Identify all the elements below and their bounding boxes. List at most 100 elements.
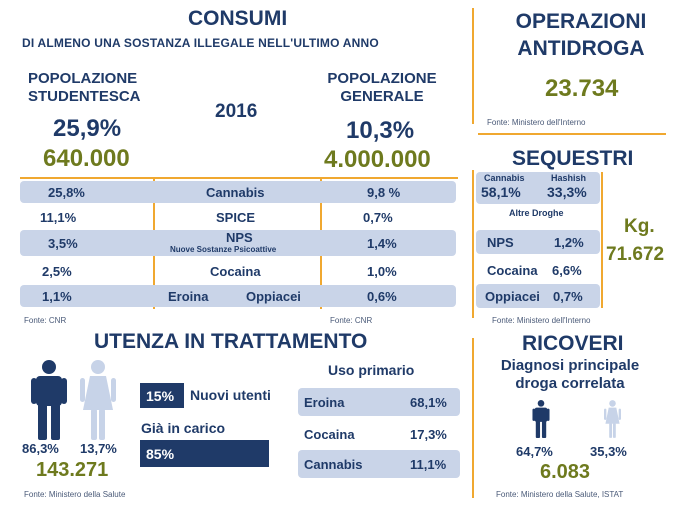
row-substance: NPS [226,230,253,245]
generale-label: POPOLAZIONE GENERALE [320,70,444,106]
column-divider-top [472,8,474,124]
operazioni-source: Fonte: Ministero dell'Interno [487,118,586,127]
sequestri-divider [601,172,603,308]
year-label: 2016 [215,101,258,122]
gia-in-carico-label: Già in carico [141,420,226,436]
table-row: 11,1% SPICE 0,7% [20,206,456,228]
studenti-pct: 25,9% [53,115,122,142]
sequestri-cannabis-box [476,172,600,204]
operazioni-title: OPERAZIONI ANTIDROGA [508,8,654,62]
row-general-pct: 9,8 % [367,185,401,200]
utenza-female-pct: 13,7% [80,441,117,456]
consumi-source-left: Fonte: CNR [24,316,67,325]
sequestri-row: Oppiacei 0,7% [476,284,600,308]
nuovi-utenti-pct: 15% [146,388,175,404]
row-general-pct: 1,0% [367,264,397,279]
table-row: 2,5% Cocaina 1,0% [20,260,456,282]
row-substance-sub: Nuove Sostanze Psicoattive [170,245,277,254]
nuovi-utenti-bar [140,383,184,408]
uso-row: Cannabis 11,1% [298,450,460,478]
generale-count: 4.000.000 [324,146,431,173]
uso-row-name: Cannabis [304,457,363,472]
operazioni-divider [478,133,666,135]
consumi-subtitle: DI ALMENO UNA SOSTANZA ILLEGALE NELL'ULT… [22,36,379,50]
sequestri-cannabis-pct: 58,1% [481,184,521,200]
uso-row-pct: 11,1% [410,457,447,472]
row-substance: Cocaina [210,264,261,279]
uso-row-name: Cocaina [304,427,355,442]
uso-row-pct: 68,1% [410,395,447,410]
table-row: 1,1% Eroina Oppiacei 0,6% [20,285,456,307]
utenza-male-pct: 86,3% [22,441,59,456]
ricoveri-title: RICOVERI [522,332,624,355]
utenza-source: Fonte: Ministero della Salute [24,490,126,499]
male-figure-icon [532,400,550,438]
sequestri-altre-label: Altre Droghe [509,208,564,218]
female-figure-icon [604,400,621,438]
studenti-label-line2: STUDENTESCA [28,88,141,105]
sequestri-kg-value: 71.672 [606,244,665,265]
ricoveri-subtitle: Diagnosi principale droga correlata [478,357,662,393]
sequestri-row-pct: 1,2% [554,235,584,250]
row-student-pct: 2,5% [42,264,72,279]
ricoveri-total: 6.083 [540,461,591,483]
table-row: 3,5% NPS Nuove Sostanze Psicoattive 1,4% [20,230,456,256]
row-student-pct: 3,5% [48,236,78,251]
table-top-divider [20,177,458,179]
studenti-count: 640.000 [43,145,130,172]
sequestri-row: Cocaina 6,6% [476,258,600,282]
sequestri-hashish-pct: 33,3% [547,184,587,200]
ricoveri-subtitle-line2: droga correlata [515,375,625,392]
consumi-title: CONSUMI [188,7,288,30]
sequestri-row-pct: 0,7% [553,289,583,304]
operazioni-value: 23.734 [545,75,619,102]
nuovi-utenti-label: Nuovi utenti [190,387,271,403]
gia-in-carico-bar [140,440,269,467]
sequestri-cannabis-label: Cannabis [484,173,525,183]
row-student-pct: 11,1% [40,210,77,225]
row-substance: Eroina [168,289,209,304]
row-general-pct: 0,7% [363,210,393,225]
sequestri-row-name: Oppiacei [485,289,540,304]
uso-row: Eroina 68,1% [298,388,460,416]
sequestri-kg-label: Kg. [624,216,655,237]
sequestri-title: SEQUESTRI [512,147,634,170]
utenza-total: 143.271 [36,459,109,481]
uso-primario-title: Uso primario [328,362,415,378]
table-row: 25,8% Cannabis 9,8 % [20,181,456,203]
uso-row-name: Eroina [304,395,345,410]
row-general-pct: 1,4% [367,236,397,251]
ricoveri-female-pct: 35,3% [590,444,627,459]
generale-label-line1: POPOLAZIONE [327,70,437,87]
generale-label-line2: GENERALE [340,88,424,105]
column-divider-middle [472,170,474,318]
sequestri-row-name: NPS [487,235,514,250]
consumi-source-right: Fonte: CNR [330,316,373,325]
operazioni-title-line2: ANTIDROGA [517,37,645,60]
ricoveri-source: Fonte: Ministero della Salute, ISTAT [496,490,624,499]
operazioni-title-line1: OPERAZIONI [515,10,647,33]
female-figure-icon [80,360,116,440]
row-student-pct: 25,8% [48,185,85,200]
sequestri-row-pct: 6,6% [552,263,582,278]
sequestri-row: NPS 1,2% [476,230,600,254]
gia-in-carico-pct: 85% [146,446,175,462]
sequestri-hashish-label: Hashish [551,173,587,183]
ricoveri-subtitle-line1: Diagnosi principale [500,357,640,374]
row-substance-2: Oppiacei [246,289,301,304]
sequestri-source: Fonte: Ministero dell'Interno [492,316,591,325]
utenza-title: UTENZA IN TRATTAMENTO [94,330,368,353]
studenti-label: POPOLAZIONE STUDENTESCA [28,70,141,106]
row-substance: Cannabis [206,185,265,200]
uso-row: Cocaina 17,3% [298,420,460,448]
ricoveri-male-pct: 64,7% [516,444,553,459]
column-divider-bottom [472,338,474,498]
sequestri-row-name: Cocaina [487,263,538,278]
uso-row-pct: 17,3% [410,427,447,442]
row-student-pct: 1,1% [42,289,72,304]
male-figure-icon [30,360,68,440]
row-general-pct: 0,6% [367,289,397,304]
studenti-label-line1: POPOLAZIONE [28,70,138,87]
row-substance: SPICE [216,210,256,225]
generale-pct: 10,3% [346,117,415,144]
